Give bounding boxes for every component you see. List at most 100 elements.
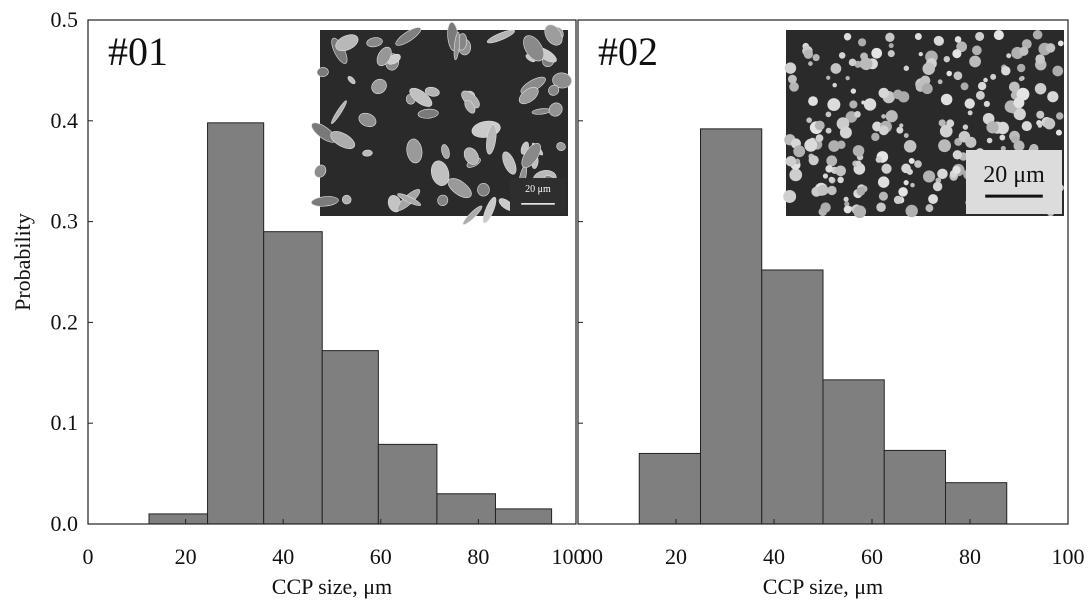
inset-particle bbox=[316, 67, 329, 78]
inset-particle bbox=[937, 168, 948, 180]
inset-particle bbox=[1034, 82, 1047, 95]
inset-particle bbox=[881, 163, 892, 174]
y-tick-label: 0.1 bbox=[51, 410, 79, 435]
inset-particle bbox=[814, 120, 825, 131]
inset-particle bbox=[983, 77, 988, 83]
inset-particle bbox=[518, 87, 539, 105]
inset-particle bbox=[366, 37, 383, 48]
histogram-bar bbox=[494, 508, 553, 525]
scale-bar-box bbox=[966, 150, 1062, 214]
inset-particle bbox=[871, 47, 883, 59]
inset-particle bbox=[843, 32, 852, 41]
inset-particle bbox=[920, 75, 931, 86]
inset-particle bbox=[964, 98, 975, 109]
inset-particle bbox=[1043, 117, 1056, 130]
inset-particle bbox=[409, 87, 433, 107]
inset-particle bbox=[875, 156, 883, 163]
inset-particle bbox=[544, 24, 563, 46]
inset-particle bbox=[933, 35, 944, 46]
inset-particle bbox=[938, 139, 951, 153]
y-tick-label: 0.4 bbox=[51, 108, 79, 133]
inset-particle bbox=[899, 123, 904, 128]
inset-particle bbox=[825, 127, 832, 134]
inset-particle bbox=[1036, 110, 1045, 119]
inset-particle bbox=[812, 53, 820, 62]
inset-particle bbox=[837, 176, 844, 184]
inset-particle bbox=[803, 49, 813, 59]
inset-particle bbox=[827, 185, 837, 196]
inset-particle bbox=[477, 183, 490, 197]
inset-particle bbox=[952, 49, 962, 59]
inset-particle bbox=[856, 186, 866, 196]
x-tick-label: 0 bbox=[83, 544, 94, 569]
inset-particle bbox=[804, 138, 818, 152]
inset-particle bbox=[905, 204, 918, 218]
x-tick-label: 60 bbox=[370, 544, 392, 569]
inset-particle bbox=[1021, 120, 1032, 132]
inset-particle bbox=[1000, 145, 1006, 151]
inset-particle bbox=[785, 155, 797, 167]
x-tick-label: 80 bbox=[959, 544, 981, 569]
inset-particle bbox=[437, 194, 449, 206]
histogram-bar bbox=[377, 443, 438, 525]
inset-particle bbox=[502, 151, 517, 175]
inset-particle bbox=[1016, 63, 1026, 73]
inset-particle bbox=[397, 193, 422, 206]
inset-particle bbox=[417, 108, 439, 119]
inset-particle bbox=[1052, 65, 1064, 77]
inset-particle bbox=[843, 196, 849, 202]
inset-particle bbox=[850, 88, 857, 94]
inset-particle bbox=[972, 45, 982, 56]
inset-particle bbox=[1047, 91, 1059, 103]
scale-bar-box bbox=[510, 178, 566, 214]
inset-particle bbox=[406, 138, 423, 164]
inset-particle bbox=[1021, 39, 1032, 49]
inset-particle bbox=[822, 173, 829, 179]
inset-particle bbox=[928, 194, 939, 204]
inset-particle bbox=[311, 196, 339, 207]
inset-particle bbox=[1032, 29, 1043, 40]
y-tick-label: 0.0 bbox=[51, 511, 79, 536]
inset-particle bbox=[878, 125, 889, 136]
inset-particle bbox=[1018, 76, 1024, 82]
inset-particle bbox=[983, 100, 990, 108]
inset-particle bbox=[1056, 112, 1064, 120]
inset-particle bbox=[885, 110, 898, 123]
inset-particle bbox=[808, 96, 818, 107]
inset-particle bbox=[898, 187, 908, 197]
inset-particle bbox=[859, 57, 873, 71]
inset-particle bbox=[845, 76, 850, 81]
inset-particle bbox=[893, 89, 903, 100]
inset-particle bbox=[975, 90, 985, 100]
y-tick-label: 0.5 bbox=[51, 7, 79, 32]
x-axis-label: CCP size, μm bbox=[272, 574, 392, 599]
inset-particle bbox=[877, 176, 890, 188]
inset-particle bbox=[783, 190, 797, 203]
inset-particle bbox=[1045, 43, 1056, 53]
inset-particle bbox=[815, 134, 824, 142]
inset-particle bbox=[878, 87, 890, 99]
inset-particle bbox=[1013, 107, 1026, 121]
inset-particle bbox=[828, 176, 835, 183]
inset-particle bbox=[937, 79, 943, 85]
inset-particle bbox=[993, 29, 1004, 41]
inset-particle bbox=[903, 139, 917, 153]
inset-particle bbox=[885, 32, 895, 42]
inset-particle bbox=[903, 133, 909, 138]
x-tick-label: 100 bbox=[1052, 544, 1085, 569]
inset-particle bbox=[826, 155, 838, 167]
inset-particle bbox=[825, 165, 834, 173]
scale-bar-label: 20 μm bbox=[983, 162, 1045, 188]
inset-particle bbox=[331, 100, 347, 125]
inset-particle bbox=[946, 70, 952, 77]
plot-frame bbox=[577, 19, 1069, 525]
inset-particle bbox=[830, 63, 842, 74]
inset-particle bbox=[910, 182, 915, 188]
inset-particle bbox=[832, 82, 837, 88]
inset-particle bbox=[1055, 129, 1062, 136]
inset-particle bbox=[908, 157, 915, 164]
inset-particle bbox=[855, 160, 862, 167]
inset-particle bbox=[914, 160, 922, 168]
inset-particle bbox=[548, 102, 563, 117]
